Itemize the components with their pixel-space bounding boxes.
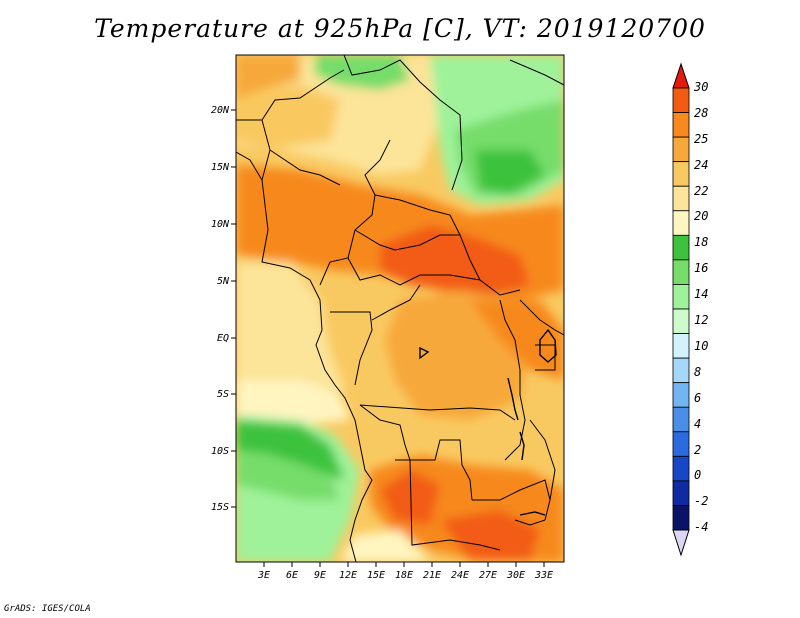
lon-label-33e: 33E	[534, 570, 553, 581]
colorbar-segment	[672, 357, 690, 384]
colorbar-segment	[672, 161, 690, 187]
footer-credit: GrADS: IGES/COLA	[4, 604, 91, 614]
colorbar-segment	[672, 480, 690, 506]
colorbar-segment	[672, 284, 690, 310]
lat-label-5s: 5S	[217, 389, 229, 400]
lat-label-eq: EQ	[217, 333, 229, 344]
colorbar-segments	[672, 62, 690, 531]
lon-labels: 3E 6E 9E 12E 15E 18E 21E 24E 27E 30E 33E	[257, 570, 553, 581]
lat-label-10n: 10N	[211, 219, 230, 230]
colorbar: 30 28 25 24 22 20 18 16 14 12 10 8 6 4 2…	[672, 62, 708, 557]
lat-label-20n: 20N	[211, 105, 230, 116]
colorbar-segment	[672, 210, 690, 236]
colorbar-segment	[672, 234, 690, 261]
colorbar-label: 22	[694, 184, 708, 198]
colorbar-segment	[672, 406, 690, 433]
colorbar-label: 10	[694, 339, 708, 353]
lat-labels: 20N 15N 10N 5N EQ 5S 10S 15S	[211, 105, 230, 513]
lon-label-9e: 9E	[314, 570, 326, 581]
colorbar-label: 4	[694, 417, 701, 431]
lat-label-10s: 10S	[211, 446, 229, 457]
colorbar-top-arrow	[672, 62, 690, 89]
temperature-field	[236, 55, 564, 562]
colorbar-segment	[672, 382, 690, 408]
map-frame	[235, 54, 565, 563]
colorbar-bottom-arrow	[672, 529, 690, 557]
lon-label-27e: 27E	[479, 570, 497, 581]
lon-label-24e: 24E	[451, 570, 469, 581]
map-title: Temperature at 925hPa [C], VT: 201912070…	[94, 14, 706, 43]
colorbar-label: 2	[694, 443, 701, 457]
colorbar-segment	[672, 87, 690, 113]
lon-ticks	[263, 562, 545, 567]
lon-label-15e: 15E	[367, 570, 385, 581]
colorbar-label: 16	[694, 261, 708, 275]
colorbar-label: 30	[693, 80, 708, 94]
colorbar-label: 14	[694, 287, 708, 301]
lon-label-6e: 6E	[286, 570, 298, 581]
colorbar-label: 0	[694, 468, 701, 482]
colorbar-label: 18	[694, 235, 708, 249]
colorbar-label: 12	[694, 313, 708, 327]
lon-label-30e: 30E	[506, 570, 525, 581]
lat-ticks	[231, 109, 236, 508]
lat-label-15n: 15N	[211, 162, 230, 173]
colorbar-label: 24	[694, 158, 708, 172]
lon-label-18e: 18E	[395, 570, 413, 581]
colorbar-segment	[672, 505, 690, 531]
colorbar-segment	[672, 333, 690, 359]
lon-label-12e: 12E	[339, 570, 357, 581]
lon-label-3e: 3E	[257, 570, 270, 581]
colorbar-segment	[672, 185, 690, 212]
colorbar-label: 6	[694, 391, 701, 405]
colorbar-label: -4	[694, 520, 708, 534]
colorbar-label: 8	[694, 365, 701, 379]
lon-label-21e: 21E	[423, 570, 441, 581]
colorbar-segment	[672, 431, 690, 457]
colorbar-labels: 30 28 25 24 22 20 18 16 14 12 10 8 6 4 2…	[693, 80, 708, 534]
colorbar-segment	[672, 259, 690, 285]
colorbar-segment	[672, 455, 690, 482]
colorbar-label: -2	[694, 494, 708, 508]
lat-label-5n: 5N	[217, 276, 230, 287]
colorbar-label: 25	[694, 132, 708, 146]
colorbar-segment	[672, 112, 690, 138]
colorbar-label: 28	[694, 106, 708, 120]
colorbar-segment	[672, 308, 690, 334]
colorbar-segment	[672, 136, 690, 163]
lat-label-15s: 15S	[211, 502, 229, 513]
colorbar-label: 20	[694, 209, 708, 223]
